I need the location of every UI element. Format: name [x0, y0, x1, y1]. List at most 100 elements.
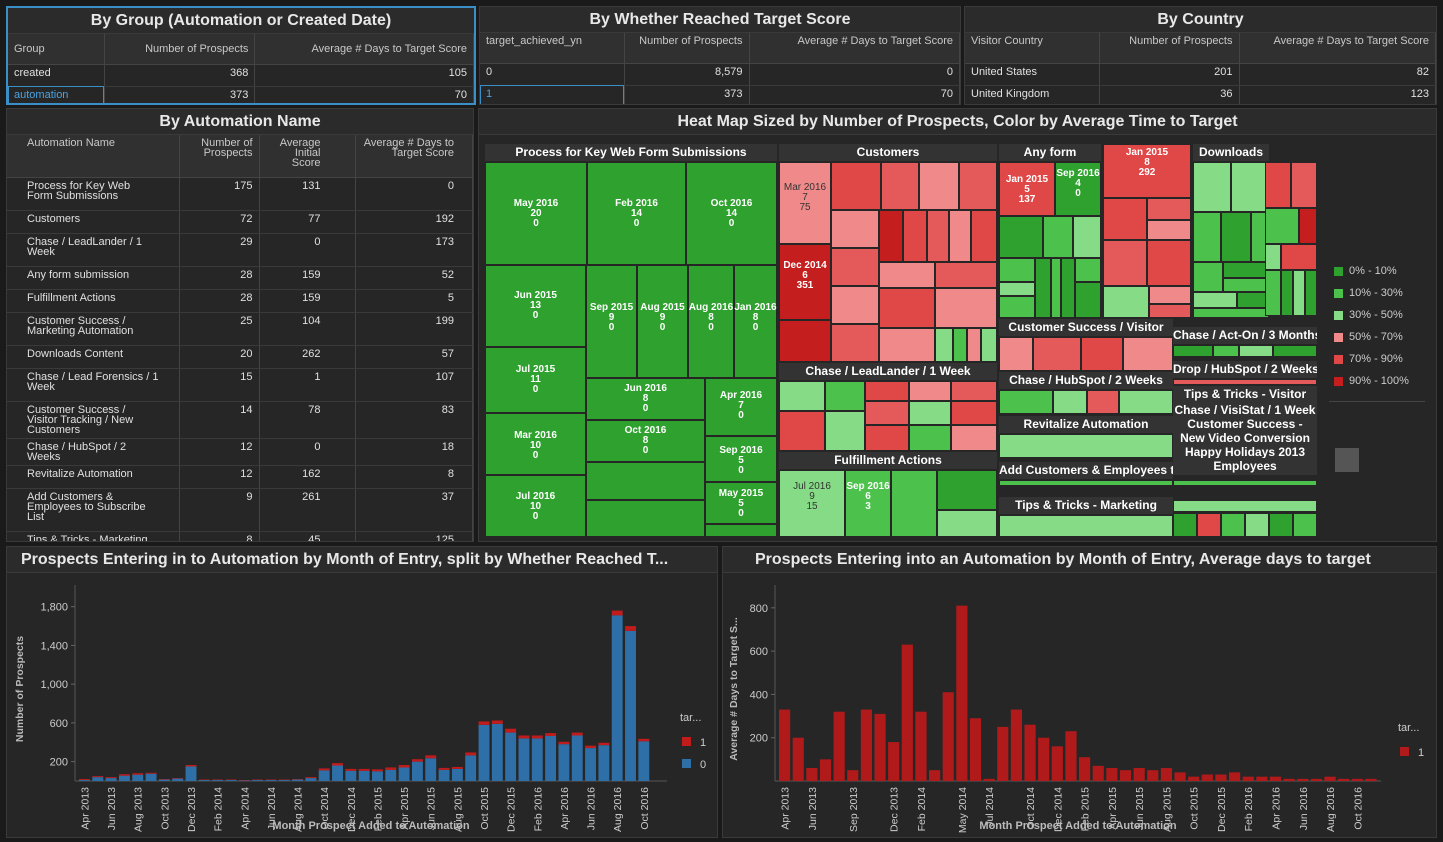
- bar-reached[interactable]: [983, 778, 995, 781]
- treemap-cell[interactable]: [825, 381, 865, 411]
- bar-reached[interactable]: [956, 605, 968, 781]
- table-row[interactable]: 1 373 70: [480, 85, 960, 104]
- treemap-cell[interactable]: [1149, 304, 1191, 318]
- treemap-group-label[interactable]: Process for Key Web Form Submissions: [485, 144, 777, 161]
- bar-not-reached[interactable]: [585, 748, 597, 781]
- chart-left[interactable]: 200 600 1,000 1,400 1,800 Apr 2013 Jun 2013 Aug…: [7, 573, 718, 838]
- table-row[interactable]: Customers 72 77 192: [7, 210, 473, 234]
- treemap-cell[interactable]: [951, 401, 997, 425]
- treemap-group-label[interactable]: Add Customers & Employees to: [999, 462, 1173, 479]
- treemap-cell[interactable]: [879, 210, 903, 262]
- cell-prospects[interactable]: 8,579: [624, 63, 750, 86]
- treemap-cell[interactable]: [891, 470, 937, 537]
- cell-days[interactable]: 125: [355, 531, 473, 541]
- treemap-cell[interactable]: [903, 210, 927, 262]
- bar-reached[interactable]: [505, 728, 517, 733]
- bar-not-reached[interactable]: [118, 775, 130, 781]
- cell-automation-name[interactable]: Tips & Tricks - Marketing: [7, 531, 180, 541]
- treemap-cell[interactable]: [831, 248, 879, 286]
- bar-reached[interactable]: [860, 709, 872, 781]
- cell-prospects[interactable]: 20: [179, 345, 260, 369]
- treemap-cell[interactable]: [705, 524, 777, 537]
- treemap-cell[interactable]: [485, 265, 586, 347]
- treemap-cell[interactable]: [1193, 262, 1223, 292]
- cell-days[interactable]: 70: [749, 85, 960, 104]
- bar-not-reached[interactable]: [558, 744, 570, 781]
- table-row-selected[interactable]: automation 373 70: [8, 86, 474, 103]
- cell-prospects[interactable]: 368: [104, 64, 256, 87]
- table-row[interactable]: Fulfillment Actions 28 159 5: [7, 289, 473, 313]
- bar-reached[interactable]: [545, 733, 557, 736]
- treemap-cell[interactable]: [1087, 390, 1119, 414]
- treemap-cell[interactable]: [949, 210, 971, 262]
- cell-initial-score[interactable]: 45: [259, 531, 356, 541]
- bar-reached[interactable]: [558, 741, 570, 745]
- legend-item[interactable]: 30% - 50%: [1334, 309, 1403, 321]
- bar-not-reached[interactable]: [265, 780, 277, 781]
- treemap-cell[interactable]: [586, 265, 637, 378]
- treemap-cell[interactable]: [1043, 216, 1073, 258]
- table-row[interactable]: Process for Key Web Form Submissions 175 1…: [7, 177, 473, 211]
- treemap-cell[interactable]: [909, 401, 951, 425]
- bar-reached[interactable]: [345, 768, 357, 771]
- bar-reached[interactable]: [305, 777, 317, 779]
- legend-item[interactable]: 90% - 100%: [1334, 375, 1409, 387]
- cell-prospects[interactable]: 373: [104, 86, 256, 103]
- legend-swatch[interactable]: [682, 759, 691, 768]
- treemap-cell[interactable]: [485, 413, 586, 475]
- cell-initial-score[interactable]: 159: [259, 289, 356, 313]
- treemap-cell[interactable]: [1223, 262, 1269, 278]
- treemap-cell[interactable]: [999, 258, 1035, 282]
- bar-reached[interactable]: [888, 742, 900, 781]
- treemap-cell[interactable]: [1193, 162, 1231, 212]
- col-header-target[interactable]: target_achieved_yn: [480, 33, 625, 64]
- bar-not-reached[interactable]: [598, 745, 610, 781]
- bar-reached[interactable]: [398, 765, 410, 768]
- bar-reached[interactable]: [491, 720, 503, 724]
- bar-reached[interactable]: [1038, 737, 1050, 781]
- cell-days[interactable]: 173: [355, 233, 473, 267]
- treemap-cell[interactable]: [637, 265, 688, 378]
- treemap-group-label[interactable]: Drop / HubSpot / 2 Weeks: [1173, 361, 1317, 378]
- treemap-cell[interactable]: [1035, 258, 1051, 318]
- bar-reached[interactable]: [1133, 768, 1145, 781]
- cell-days[interactable]: 57: [355, 345, 473, 369]
- treemap-cell[interactable]: [734, 265, 777, 378]
- treemap-cell[interactable]: [1213, 345, 1239, 357]
- bar-not-reached[interactable]: [491, 723, 503, 781]
- bar-reached[interactable]: [847, 770, 859, 781]
- cell-group[interactable]: created: [8, 64, 105, 87]
- treemap-cell[interactable]: [779, 244, 831, 320]
- treemap-cell[interactable]: [1073, 216, 1101, 258]
- treemap-cell[interactable]: [919, 162, 959, 210]
- treemap-cell[interactable]: [999, 216, 1043, 258]
- cell-prospects[interactable]: 12: [179, 465, 260, 489]
- bar-not-reached[interactable]: [638, 741, 650, 781]
- bar-not-reached[interactable]: [198, 780, 210, 781]
- bar-reached[interactable]: [1079, 757, 1091, 781]
- treemap-cell[interactable]: [1293, 513, 1317, 537]
- table-row[interactable]: Chase / Lead Forensics / 1 Week 15 1 107: [7, 368, 473, 402]
- treemap-cell[interactable]: [1265, 208, 1299, 244]
- treemap-cell[interactable]: [909, 381, 951, 401]
- table-row[interactable]: United Kingdom 36 123: [965, 85, 1436, 104]
- treemap-cell[interactable]: [1051, 258, 1061, 318]
- treemap-cell[interactable]: [1231, 162, 1269, 212]
- bar-not-reached[interactable]: [571, 735, 583, 781]
- treemap-cell[interactable]: [485, 162, 587, 265]
- table-row[interactable]: Customer Success / Marketing Automation 2…: [7, 312, 473, 346]
- treemap-cell[interactable]: [999, 337, 1033, 371]
- treemap-group-label[interactable]: Tips & Tricks - Visitor: [1173, 386, 1317, 403]
- table-row[interactable]: Customer Success / Visitor Tracking / Ne…: [7, 401, 473, 439]
- treemap-group-label[interactable]: Customer Success -: [1173, 416, 1317, 433]
- treemap-cell[interactable]: [865, 425, 909, 451]
- bar-not-reached[interactable]: [212, 780, 224, 781]
- bar-reached[interactable]: [611, 610, 623, 616]
- treemap-group-label[interactable]: Employees: [1173, 458, 1317, 475]
- treemap-cell[interactable]: [981, 328, 997, 362]
- treemap-cell[interactable]: [1103, 240, 1147, 286]
- table-row[interactable]: Add Customers & Employees to Subscribe L…: [7, 488, 473, 532]
- cell-prospects[interactable]: 28: [179, 289, 260, 313]
- table-row[interactable]: created 368 105: [8, 64, 474, 87]
- treemap-cell[interactable]: [586, 462, 705, 500]
